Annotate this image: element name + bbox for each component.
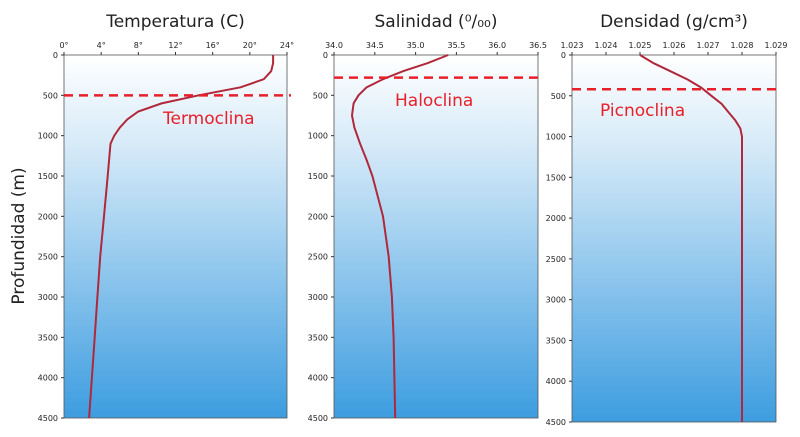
threshold-label: Haloclina <box>395 91 473 111</box>
threshold-label: Picnoclina <box>600 101 685 121</box>
y-tick-label: 4500 <box>546 418 566 427</box>
x-tick-label: 12° <box>168 41 182 50</box>
y-tick-label: 500 <box>551 92 566 101</box>
x-tick-label: 1.029 <box>765 41 788 50</box>
chart-title: Densidad (g/cm³) <box>600 12 748 32</box>
y-tick-label: 0 <box>561 51 566 60</box>
y-axis-label: Profundidad (m) <box>9 167 29 304</box>
y-tick-label: 3500 <box>38 333 58 342</box>
x-tick-label: 35.0 <box>407 41 425 50</box>
x-tick-label: 35.5 <box>447 41 465 50</box>
x-tick-label: 1.025 <box>629 41 652 50</box>
x-tick-label: 1.026 <box>663 41 686 50</box>
x-tick-label: 36.5 <box>529 41 547 50</box>
x-tick-label: 34.5 <box>366 41 384 50</box>
threshold-label: Termoclina <box>162 109 255 129</box>
x-tick-label: 36.0 <box>488 41 506 50</box>
plot-area <box>333 54 539 419</box>
y-tick-label: 1500 <box>308 172 328 181</box>
x-tick-label: 20° <box>243 41 257 50</box>
y-tick-label: 2500 <box>308 253 328 262</box>
x-tick-label: 1.023 <box>561 41 584 50</box>
profile-line <box>639 54 743 422</box>
y-tick-label: 1000 <box>38 132 58 141</box>
y-tick-label: 1000 <box>308 132 328 141</box>
y-tick-label: 1000 <box>546 133 566 142</box>
x-tick-label: 0° <box>59 41 68 50</box>
x-tick-label: 1.027 <box>697 41 720 50</box>
y-tick-label: 4000 <box>546 377 566 386</box>
x-tick-label: 4° <box>97 41 106 50</box>
x-tick-label: 34.0 <box>325 41 343 50</box>
y-tick-label: 500 <box>313 91 328 100</box>
x-tick-label: 8° <box>134 41 143 50</box>
y-tick-label: 4000 <box>38 374 58 383</box>
x-tick-label: 24° <box>280 41 294 50</box>
x-tick-label: 16° <box>206 41 220 50</box>
y-tick-label: 500 <box>43 91 58 100</box>
y-tick-label: 2000 <box>308 212 328 221</box>
y-tick-label: 3500 <box>546 336 566 345</box>
y-tick-label: 4000 <box>308 374 328 383</box>
y-tick-label: 2500 <box>546 255 566 264</box>
y-tick-label: 4500 <box>308 414 328 423</box>
x-tick-label: 1.024 <box>595 41 618 50</box>
y-tick-label: 2500 <box>38 253 58 262</box>
x-tick-label: 1.028 <box>731 41 754 50</box>
y-tick-label: 3000 <box>38 293 58 302</box>
profile-line <box>88 55 275 419</box>
y-tick-label: 0 <box>323 51 328 60</box>
y-tick-label: 2000 <box>546 214 566 223</box>
chart-title: Temperatura (C) <box>105 12 245 32</box>
y-tick-label: 3500 <box>308 333 328 342</box>
y-tick-label: 2000 <box>38 212 58 221</box>
y-tick-label: 0 <box>53 51 58 60</box>
chart-title: Salinidad (⁰/₀₀) <box>375 12 498 32</box>
y-tick-label: 3000 <box>546 296 566 305</box>
y-tick-label: 4500 <box>38 414 58 423</box>
y-tick-label: 1500 <box>546 173 566 182</box>
y-tick-label: 1500 <box>38 172 58 181</box>
y-tick-label: 3000 <box>308 293 328 302</box>
